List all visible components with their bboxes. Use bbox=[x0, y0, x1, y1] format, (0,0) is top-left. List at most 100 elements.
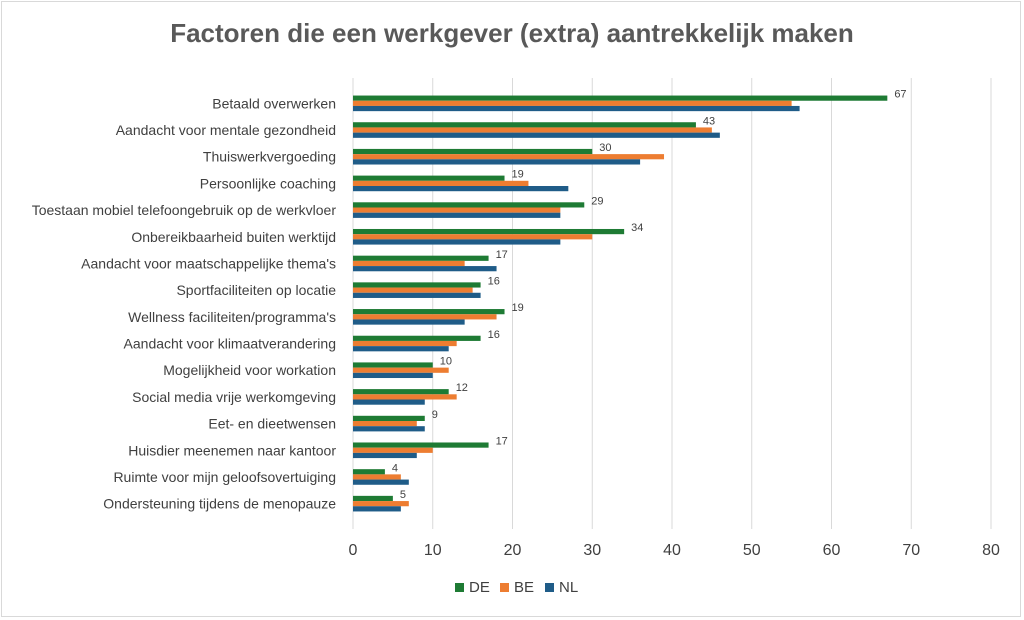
bar-be bbox=[353, 207, 561, 213]
legend-swatch-de bbox=[455, 583, 464, 592]
bar-nl bbox=[353, 346, 449, 352]
bar-de bbox=[353, 95, 888, 101]
bar-be bbox=[353, 260, 465, 267]
category-labels: Betaald overwerken Aandacht voor mentale … bbox=[32, 95, 337, 511]
category-label: Toestaan mobiel telefoongebruik op de we… bbox=[32, 202, 337, 218]
data-label: 17 bbox=[496, 249, 508, 261]
data-label: 29 bbox=[591, 195, 603, 207]
data-label: 9 bbox=[432, 409, 438, 421]
x-tick-label: 0 bbox=[349, 542, 358, 559]
bar-nl bbox=[353, 399, 425, 405]
data-label: 34 bbox=[631, 222, 643, 234]
bar-nl bbox=[353, 159, 641, 165]
category-label: Betaald overwerken bbox=[212, 95, 336, 111]
bar-be bbox=[353, 234, 593, 240]
bars bbox=[353, 95, 888, 512]
bar-nl bbox=[353, 212, 561, 218]
x-axis-ticks: 0 10 20 30 40 50 60 70 80 bbox=[349, 542, 1000, 559]
legend-label-de[interactable]: DE bbox=[469, 579, 490, 596]
category-label: Onbereikbaarheid buiten werktijd bbox=[131, 229, 336, 245]
data-label: 10 bbox=[440, 356, 452, 368]
category-label: Aandacht voor mentale gezondheid bbox=[116, 122, 336, 138]
bar-nl bbox=[353, 506, 401, 512]
bar-be bbox=[353, 501, 409, 507]
legend[interactable]: DE BE NL bbox=[455, 579, 578, 596]
data-label: 12 bbox=[456, 382, 468, 394]
data-label: 67 bbox=[894, 89, 906, 101]
x-tick-label: 50 bbox=[743, 542, 761, 559]
x-tick-label: 40 bbox=[663, 542, 681, 559]
bar-be bbox=[353, 447, 433, 453]
category-label: Sportfaciliteiten op locatie bbox=[176, 282, 336, 298]
bar-de bbox=[353, 495, 393, 502]
x-tick-label: 70 bbox=[902, 542, 920, 559]
bar-de bbox=[353, 442, 489, 448]
bar-be bbox=[353, 394, 457, 400]
bar-nl bbox=[353, 479, 409, 485]
data-label: 19 bbox=[512, 169, 524, 181]
bar-de bbox=[353, 228, 625, 235]
bar-be bbox=[353, 100, 792, 106]
category-label: Ruimte voor mijn geloofsovertuiging bbox=[113, 469, 336, 485]
bar-be bbox=[353, 367, 449, 373]
bar-nl bbox=[353, 292, 481, 298]
bar-be bbox=[353, 287, 473, 293]
bar-de bbox=[353, 148, 593, 155]
bar-be bbox=[353, 127, 712, 133]
x-tick-label: 30 bbox=[583, 542, 601, 559]
x-tick-label: 60 bbox=[823, 542, 841, 559]
bar-de bbox=[353, 202, 585, 208]
x-tick-label: 80 bbox=[982, 542, 1000, 559]
category-label: Aandacht voor maatschappelijke thema's bbox=[81, 255, 336, 271]
chart-title: Factoren die een werkgever (extra) aantr… bbox=[170, 18, 854, 48]
bar-be bbox=[353, 180, 529, 187]
legend-swatch-be bbox=[500, 583, 509, 592]
grid-lines bbox=[352, 78, 992, 529]
data-label: 16 bbox=[488, 275, 500, 287]
data-label: 19 bbox=[512, 302, 524, 314]
bar-be bbox=[353, 340, 457, 347]
category-label: Social media vrije werkomgeving bbox=[132, 389, 336, 405]
data-label: 16 bbox=[488, 329, 500, 341]
bar-nl bbox=[353, 319, 465, 325]
bar-de bbox=[353, 362, 433, 368]
bar-nl bbox=[353, 266, 497, 272]
legend-label-be[interactable]: BE bbox=[514, 579, 534, 596]
bar-de bbox=[353, 335, 481, 341]
bar-be bbox=[353, 154, 665, 160]
category-label: Persoonlijke coaching bbox=[200, 175, 336, 191]
bar-de bbox=[353, 175, 505, 181]
bar-nl bbox=[353, 186, 569, 192]
data-label: 17 bbox=[496, 436, 508, 448]
legend-swatch-nl bbox=[545, 583, 554, 592]
bar-de bbox=[353, 309, 505, 315]
bar-de bbox=[353, 255, 489, 261]
data-label: 43 bbox=[703, 115, 715, 127]
bar-de bbox=[353, 415, 425, 421]
category-label: Ondersteuning tijdens de menopauze bbox=[103, 496, 336, 512]
x-tick-label: 20 bbox=[504, 542, 522, 559]
data-labels: 67 43 30 19 29 34 17 16 19 16 10 12 9 17 4 5 bbox=[392, 89, 907, 501]
category-label: Mogelijkheid voor workation bbox=[163, 362, 336, 378]
bar-nl bbox=[353, 239, 561, 245]
bar-de bbox=[353, 469, 385, 475]
bar-be bbox=[353, 314, 497, 320]
category-label: Thuiswerkvergoeding bbox=[203, 149, 336, 165]
category-label: Eet- en dieetwensen bbox=[208, 416, 336, 432]
bar-de bbox=[353, 282, 481, 288]
legend-label-nl[interactable]: NL bbox=[559, 579, 578, 596]
bar-de bbox=[353, 122, 696, 128]
bar-be bbox=[353, 420, 417, 427]
category-label: Huisdier meenemen naar kantoor bbox=[128, 442, 336, 458]
bar-nl bbox=[353, 132, 720, 138]
bar-nl bbox=[353, 105, 800, 112]
category-label: Wellness faciliteiten/programma's bbox=[128, 309, 336, 325]
bar-nl bbox=[353, 372, 433, 379]
data-label: 30 bbox=[599, 142, 611, 154]
bar-nl bbox=[353, 426, 425, 432]
data-label: 5 bbox=[400, 489, 406, 501]
x-tick-label: 10 bbox=[424, 542, 442, 559]
bar-de bbox=[353, 389, 449, 395]
bar-nl bbox=[353, 452, 417, 459]
